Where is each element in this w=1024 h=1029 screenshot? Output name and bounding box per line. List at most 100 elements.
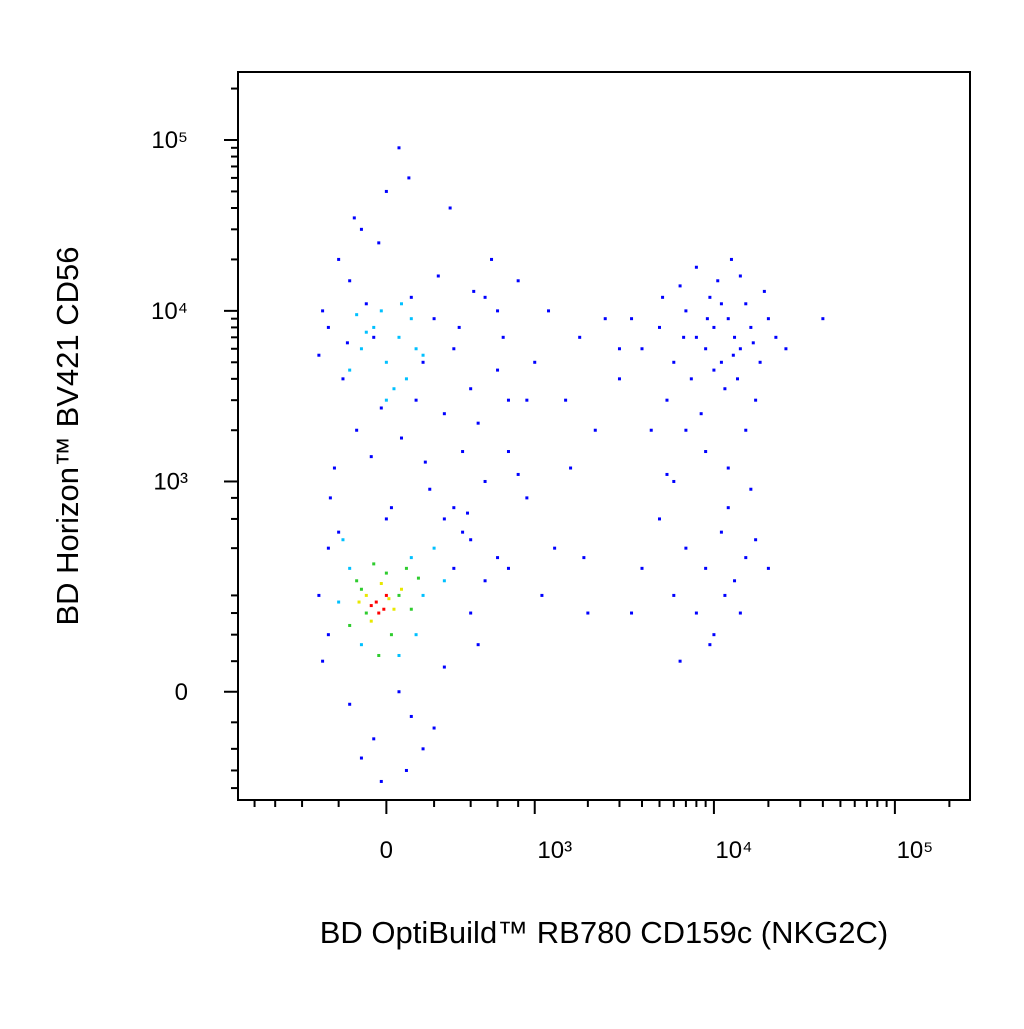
point (540, 593, 544, 597)
point (421, 747, 425, 751)
point (409, 607, 413, 611)
point (476, 421, 480, 425)
point (490, 257, 494, 261)
point (337, 257, 341, 261)
point (409, 714, 413, 718)
point (496, 368, 500, 372)
point (506, 398, 510, 402)
point (404, 377, 408, 381)
point (640, 347, 644, 351)
point (719, 530, 723, 534)
point (754, 538, 758, 542)
point (392, 607, 396, 611)
point (723, 387, 727, 391)
point (719, 360, 723, 364)
point (377, 653, 381, 657)
point (355, 428, 359, 432)
point (694, 335, 698, 339)
point (372, 737, 376, 741)
point (483, 479, 487, 483)
point (547, 309, 551, 313)
point (442, 579, 446, 583)
point (404, 566, 408, 570)
point (751, 341, 755, 345)
point (369, 455, 373, 459)
point (684, 428, 688, 432)
point (736, 377, 740, 381)
point (397, 335, 401, 339)
point (766, 317, 770, 321)
point (506, 566, 510, 570)
point (766, 566, 770, 570)
point (382, 607, 386, 611)
point (762, 289, 766, 293)
point (397, 593, 401, 597)
point (348, 279, 352, 283)
point (758, 360, 762, 364)
point (704, 450, 708, 454)
point (348, 623, 352, 627)
point (525, 496, 529, 500)
point (726, 466, 730, 470)
point (712, 325, 716, 329)
point (421, 360, 425, 364)
point (357, 600, 361, 604)
point (704, 566, 708, 570)
point (389, 506, 393, 510)
point (341, 377, 345, 381)
point (586, 611, 590, 615)
point (414, 347, 418, 351)
point (469, 538, 473, 542)
point (630, 317, 634, 321)
point (705, 317, 709, 321)
point (461, 530, 465, 534)
y-tick-label: 10³ (153, 468, 188, 495)
point (384, 571, 388, 575)
point (392, 387, 396, 391)
point (582, 556, 586, 560)
point (442, 665, 446, 669)
point (326, 546, 330, 550)
point (712, 368, 716, 372)
point (355, 579, 359, 583)
point (603, 317, 607, 321)
point (729, 257, 733, 261)
point (496, 309, 500, 313)
point (377, 241, 381, 245)
point (661, 295, 665, 299)
point (352, 216, 356, 220)
point (649, 428, 653, 432)
point (364, 611, 368, 615)
point (436, 274, 440, 278)
point (407, 176, 411, 180)
point (372, 325, 376, 329)
point (749, 325, 753, 329)
point (384, 398, 388, 402)
point (738, 274, 742, 278)
point (630, 611, 634, 615)
point (384, 517, 388, 521)
point (369, 619, 373, 623)
point (442, 412, 446, 416)
point (332, 466, 336, 470)
point (399, 587, 403, 591)
point (657, 325, 661, 329)
point (476, 643, 480, 647)
point (506, 450, 510, 454)
point (726, 506, 730, 510)
point (397, 690, 401, 694)
y-tick-label: 10⁴ (151, 298, 188, 325)
point (684, 546, 688, 550)
point (525, 398, 529, 402)
point (359, 643, 363, 647)
point (359, 756, 363, 760)
point (384, 593, 388, 597)
point (348, 702, 352, 706)
point (672, 593, 676, 597)
point (432, 546, 436, 550)
x-tick-label: 10³ (537, 837, 572, 864)
point (466, 511, 470, 515)
point (640, 566, 644, 570)
point (423, 460, 427, 464)
